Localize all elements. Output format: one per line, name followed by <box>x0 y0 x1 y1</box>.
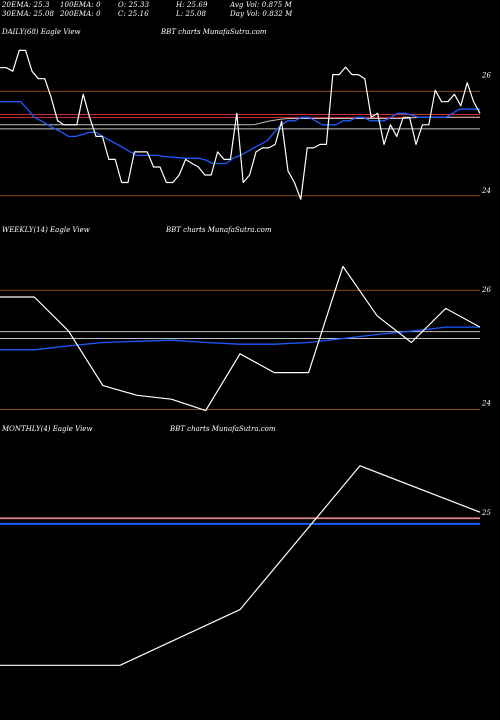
weekly-ema-fast-line <box>0 326 480 351</box>
weekly-panel-source: BBT charts MunafaSutra.com <box>166 226 272 234</box>
header-high: H: 25.69 <box>176 1 208 9</box>
header-100ema: 100EMA: 0 <box>60 1 101 9</box>
daily-ema-fast-line <box>0 101 480 165</box>
monthly-panel-source: BBT charts MunafaSutra.com <box>170 425 276 433</box>
monthly-panel-label: MONTHLY(4) Eagle View <box>2 425 93 433</box>
header-avg-vol: Avg Vol: 0.875 M <box>230 1 292 9</box>
header-200ema: 200EMA: 0 <box>60 10 101 18</box>
daily-y-tick-label: 26 <box>481 72 491 80</box>
daily-panel-source: BBT charts MunafaSutra.com <box>161 28 267 36</box>
daily-y-tick-label: 24 <box>481 187 491 195</box>
header-20ema: 20EMA: 25.3 <box>2 1 50 9</box>
header-low: L: 25.08 <box>176 10 207 18</box>
header-close: C: 25.16 <box>118 10 149 18</box>
header-day-vol: Day Vol: 0.832 M <box>230 10 293 18</box>
monthly-y-tick-label: 25 <box>481 509 491 517</box>
weekly-y-tick-label: 26 <box>481 286 491 294</box>
daily-ema-slow-line <box>0 116 480 126</box>
daily-panel-label: DAILY(68) Eagle View <box>2 28 81 36</box>
weekly-price-line <box>0 265 481 412</box>
daily-price-line <box>0 49 481 200</box>
weekly-panel-label: WEEKLY(14) Eagle View <box>2 226 90 234</box>
weekly-y-tick-label: 24 <box>481 400 491 408</box>
header-30ema: 30EMA: 25.08 <box>2 10 55 18</box>
monthly-price-line <box>0 465 481 666</box>
header-open: O: 25.33 <box>118 1 150 9</box>
